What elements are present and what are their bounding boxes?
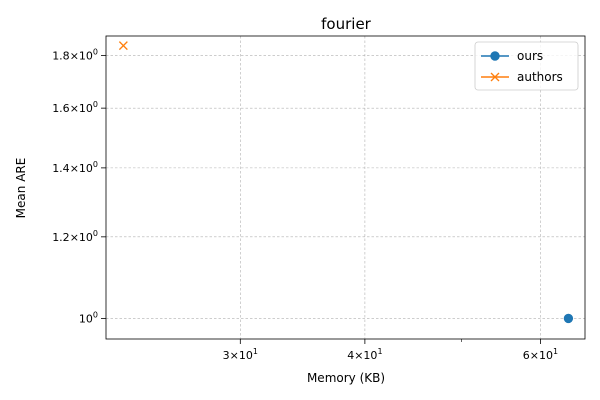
y-tick-label: 1.4×100 [52, 160, 98, 175]
axis-ticks: 3×101 4×101 6×101 100 1.2×100 1.4×100 1.6×100 1… [52, 47, 558, 362]
legend-item-authors: authors [481, 70, 563, 84]
y-tick-label: 1.6×100 [52, 100, 98, 115]
legend: ours authors [474, 41, 579, 91]
legend-marker-authors [490, 72, 500, 82]
series-ours [563, 313, 574, 324]
legend-label-ours: ours [517, 49, 543, 63]
y-tick-label: 1.2×100 [52, 229, 98, 244]
legend-label-authors: authors [517, 70, 563, 84]
x-tick-label: 4×101 [347, 347, 382, 362]
y-axis-label: Mean ARE [14, 158, 28, 219]
plot-area [105, 35, 586, 340]
y-tick-label: 100 [79, 310, 98, 325]
data-point-ours [563, 313, 574, 324]
series-authors [118, 41, 128, 51]
x-axis-label: Memory (KB) [307, 371, 385, 385]
data-point-authors [118, 41, 128, 51]
legend-box [474, 41, 579, 91]
chart-title: fourier [321, 15, 372, 33]
y-tick-label: 1.8×100 [52, 47, 98, 62]
legend-item-ours: ours [481, 49, 543, 63]
x-tick-label: 6×101 [523, 347, 558, 362]
legend-marker-ours [490, 51, 500, 61]
data-points [118, 41, 574, 324]
x-tick-label: 3×101 [223, 347, 258, 362]
